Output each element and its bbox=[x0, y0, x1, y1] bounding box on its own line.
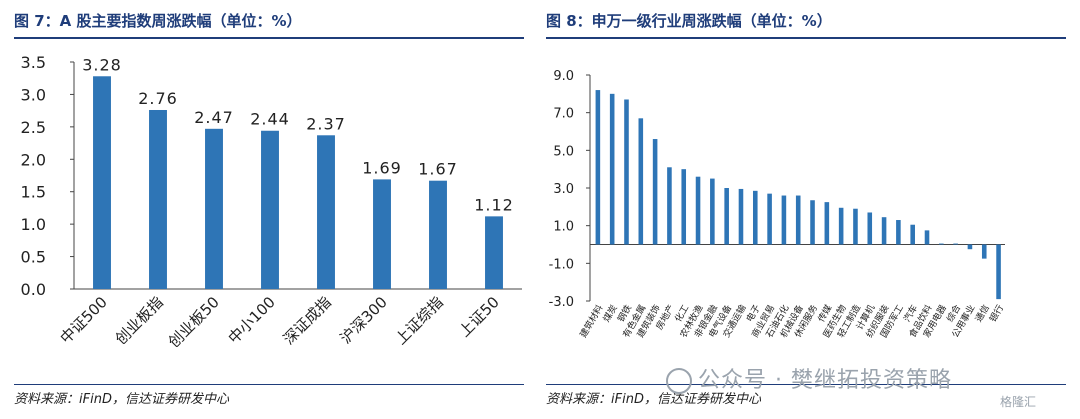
right-category-label: 建筑材料 bbox=[577, 303, 605, 340]
right-bar bbox=[781, 195, 787, 245]
right-bar bbox=[695, 176, 701, 245]
wechat-icon bbox=[666, 368, 692, 394]
right-title-rule bbox=[546, 37, 1066, 39]
left-bottom-rule bbox=[14, 384, 524, 385]
right-bar bbox=[939, 243, 944, 245]
left-category-label: 创业板50 bbox=[165, 293, 223, 351]
right-y-tick-label: -1.0 bbox=[549, 257, 574, 272]
right-bar bbox=[838, 207, 844, 245]
right-bar bbox=[896, 220, 901, 245]
right-bar bbox=[667, 167, 672, 245]
right-bottom-rule bbox=[546, 384, 1066, 385]
right-industry-bar-chart: 9.07.05.03.01.0-1.0-3.0建筑材料煤炭钢铁有色金属建筑装饰房… bbox=[549, 69, 1007, 340]
left-bar bbox=[261, 130, 279, 289]
right-bar bbox=[996, 244, 1001, 300]
left-bar-value-label: 2.76 bbox=[138, 89, 178, 108]
left-chart-title: 图 7：A 股主要指数周涨跌幅（单位：%） bbox=[14, 12, 302, 30]
left-y-tick-label: 1.0 bbox=[21, 215, 46, 234]
left-bar bbox=[205, 128, 223, 289]
right-source-note: 资料来源：iFinD，信达证券研发中心 bbox=[546, 392, 761, 407]
right-bar bbox=[953, 243, 958, 245]
left-bar bbox=[149, 109, 167, 289]
right-bar bbox=[752, 190, 758, 245]
right-bar bbox=[910, 224, 915, 245]
right-y-tick-label: 3.0 bbox=[553, 182, 574, 197]
left-title-rule bbox=[14, 37, 524, 39]
right-y-tick-label: 5.0 bbox=[553, 144, 574, 159]
right-bar bbox=[724, 188, 729, 245]
left-category-label: 沪深300 bbox=[337, 293, 391, 347]
left-bar-value-label: 2.44 bbox=[250, 110, 290, 129]
left-y-tick-label: 3.0 bbox=[21, 85, 46, 104]
right-bar bbox=[967, 244, 973, 250]
right-y-tick-label: -3.0 bbox=[549, 295, 574, 310]
left-source-note: 资料来源：iFinD，信达证券研发中心 bbox=[14, 392, 229, 407]
left-bar-value-label: 1.12 bbox=[474, 195, 514, 214]
right-bar bbox=[795, 195, 801, 245]
left-y-tick-label: 2.0 bbox=[21, 150, 46, 169]
left-bar-value-label: 2.37 bbox=[306, 114, 346, 133]
left-y-tick-label: 2.5 bbox=[21, 118, 46, 137]
left-category-label: 深证成指 bbox=[280, 293, 335, 348]
left-category-label: 中小100 bbox=[225, 293, 279, 347]
right-bar bbox=[681, 169, 687, 245]
right-bar bbox=[595, 90, 601, 245]
right-y-tick-label: 7.0 bbox=[553, 107, 574, 122]
right-bar bbox=[624, 99, 629, 245]
left-bar-value-label: 2.47 bbox=[194, 108, 234, 127]
right-bar bbox=[867, 212, 873, 245]
right-bar bbox=[638, 118, 644, 245]
left-category-label: 上证综指 bbox=[392, 293, 447, 348]
left-bar bbox=[485, 216, 503, 289]
right-category-label: 通信 bbox=[972, 303, 991, 325]
right-bar bbox=[981, 244, 987, 259]
right-bar bbox=[767, 193, 772, 245]
left-bar-value-label: 1.67 bbox=[418, 160, 458, 179]
watermark-text: 公众号 · 樊继拓投资策略 bbox=[698, 368, 952, 393]
left-y-tick-label: 1.5 bbox=[21, 183, 46, 202]
left-category-label: 上证50 bbox=[455, 293, 502, 340]
right-y-tick-label: 1.0 bbox=[553, 220, 574, 235]
right-bar bbox=[710, 178, 715, 245]
left-bar-value-label: 1.69 bbox=[362, 158, 402, 177]
right-category-label: 银行 bbox=[987, 303, 1006, 325]
right-bar bbox=[652, 139, 658, 245]
watermark: 公众号 · 樊继拓投资策略 bbox=[666, 362, 952, 394]
right-bar bbox=[824, 202, 830, 245]
right-chart-title: 图 8：申万一级行业周涨跌幅（单位：%） bbox=[546, 12, 832, 30]
left-y-tick-label: 0.5 bbox=[21, 248, 46, 267]
right-bar bbox=[738, 188, 744, 245]
watermark-logo: 格隆汇 bbox=[1000, 395, 1037, 409]
right-bar bbox=[853, 208, 858, 245]
left-bar bbox=[373, 179, 391, 289]
left-y-tick-label: 3.5 bbox=[21, 53, 46, 72]
right-bar bbox=[810, 200, 815, 245]
right-bar bbox=[881, 217, 887, 245]
right-y-tick-label: 9.0 bbox=[553, 69, 574, 84]
left-category-label: 中证500 bbox=[57, 293, 111, 347]
right-bar bbox=[609, 93, 615, 245]
left-bar bbox=[317, 135, 335, 289]
left-bar-value-label: 3.28 bbox=[82, 55, 122, 74]
right-category-label: 煤炭 bbox=[600, 303, 619, 325]
left-y-tick-label: 0.0 bbox=[21, 280, 46, 299]
left-category-label: 创业板指 bbox=[112, 293, 167, 348]
left-bar bbox=[93, 76, 111, 289]
left-bar bbox=[429, 180, 447, 289]
left-index-bar-chart: 0.0 0.5 1.0 1.5 2.0 2.5 3.0 3.5 3.28 中证500 2.76 创业板… bbox=[21, 53, 522, 351]
right-bar bbox=[924, 230, 930, 245]
